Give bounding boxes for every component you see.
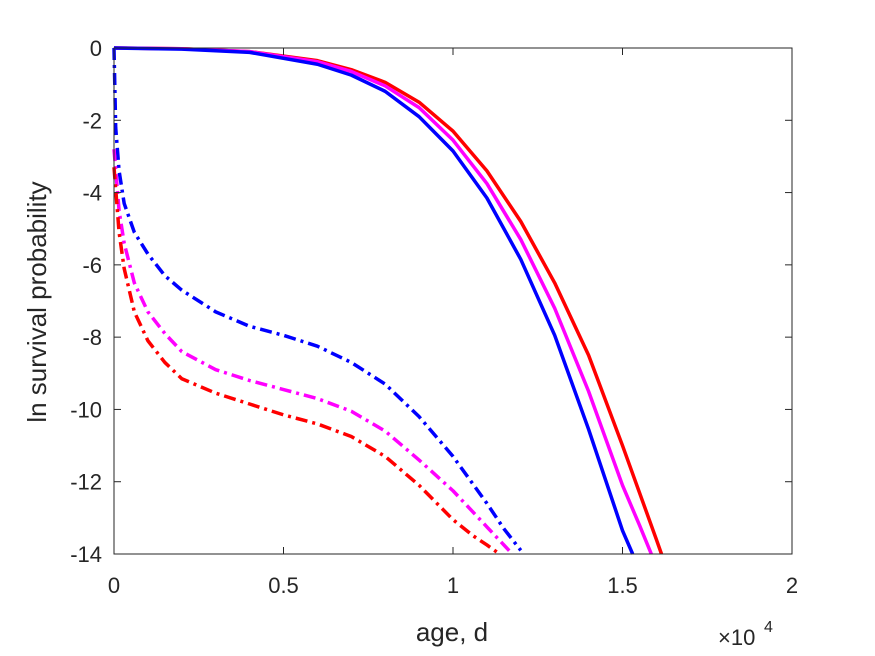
y-tick-label: -2 bbox=[82, 108, 102, 133]
plot-background bbox=[114, 48, 792, 554]
x-tick-label: 1 bbox=[447, 573, 459, 598]
x-tick-label: 0.5 bbox=[268, 573, 299, 598]
y-tick-label: -4 bbox=[82, 181, 102, 206]
x-tick-label: 1.5 bbox=[607, 573, 638, 598]
x-tick-label: 0 bbox=[108, 573, 120, 598]
series-line-5 bbox=[112, 149, 512, 554]
x-exponent-label: ×10 4 bbox=[718, 619, 773, 650]
x-axis-title: age, d bbox=[416, 617, 488, 647]
x-exponent-base: ×10 bbox=[718, 625, 755, 650]
y-axis-title: ln survival probability bbox=[22, 181, 52, 422]
series-line-6 bbox=[112, 167, 499, 554]
y-tick-label: -14 bbox=[70, 542, 102, 567]
series-line-4 bbox=[112, 47, 523, 552]
y-tick-label: -6 bbox=[82, 253, 102, 278]
x-tick-label: 2 bbox=[786, 573, 798, 598]
x-exponent-power: 4 bbox=[764, 619, 773, 636]
y-tick-label: -10 bbox=[70, 397, 102, 422]
plot-area bbox=[114, 48, 792, 554]
series-layer bbox=[112, 46, 664, 555]
axes-layer: 0 0.5 1 1.5 2 0 -2 -4 -6 -8 -10 -12 -14 bbox=[70, 36, 798, 598]
y-tick-label: 0 bbox=[90, 36, 102, 61]
y-tick-label: -12 bbox=[70, 470, 102, 495]
y-tick-label: -8 bbox=[82, 325, 102, 350]
series-line-3 bbox=[113, 46, 635, 555]
